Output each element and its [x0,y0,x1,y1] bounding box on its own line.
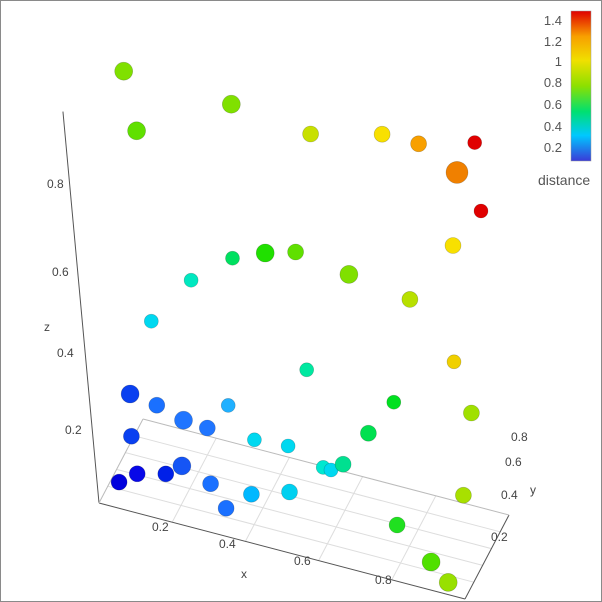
data-point-39[interactable] [128,465,146,483]
data-point-25[interactable] [455,486,472,504]
z-tick-2: 0.4 [57,346,74,360]
z-tick-3: 0.6 [52,265,69,279]
data-point-5[interactable] [444,237,462,254]
data-point-4[interactable] [410,135,427,153]
data-point-7[interactable] [114,61,133,81]
cb-tick-5: 1 [555,54,562,69]
data-point-34[interactable] [281,483,298,501]
axis-planes [99,419,509,599]
data-point-27[interactable] [183,272,199,288]
cb-tick-7: 1.4 [544,13,562,28]
floor-grid-x-1 [244,457,290,542]
y-axis-line [464,514,510,600]
cb-tick-2: 0.4 [544,119,562,134]
data-point-38[interactable] [202,475,219,493]
data-point-9[interactable] [222,94,241,114]
data-point-11[interactable] [299,362,315,378]
data-point-42[interactable] [421,552,441,572]
data-point-3[interactable] [373,125,391,143]
data-point-44[interactable] [438,573,458,592]
tick-labels: 0.2 0.4 0.6 0.8 0.2 0.4 0.6 0.8 0.2 0.4 … [44,177,536,587]
y-tick-4: 0.8 [511,430,528,444]
floor-grid-y-3 [134,435,501,533]
data-point-13[interactable] [339,265,359,284]
data-point-20[interactable] [225,250,240,266]
data-point-36[interactable] [388,516,406,534]
colorbar-title: distance [538,172,590,188]
data-point-43[interactable] [110,473,128,491]
data-point-32[interactable] [144,313,159,329]
data-point-2[interactable] [302,125,319,143]
y-tick-1: 0.2 [491,530,508,544]
y-tick-3: 0.6 [505,455,522,469]
x-tick-2: 0.4 [219,537,236,551]
floor-grid-x-0 [171,437,217,523]
floor-plane [99,419,509,599]
data-point-16[interactable] [386,394,402,410]
colorbar-gradient [570,10,592,162]
data-point-0[interactable] [467,135,483,150]
x-tick-4: 0.8 [375,573,392,587]
data-point-19[interactable] [220,398,236,413]
y-axis-label: y [530,483,536,497]
data-point-1[interactable] [473,203,489,219]
data-point-12[interactable] [463,404,480,422]
x-tick-3: 0.6 [294,554,311,568]
data-point-22[interactable] [255,243,275,263]
data-point-8[interactable] [446,354,462,370]
data-point-35[interactable] [243,485,260,503]
cb-tick-3: 0.6 [544,97,562,112]
data-point-6[interactable] [445,161,469,184]
floor-grid-y-1 [116,468,483,566]
data-point-33[interactable] [334,455,352,473]
z-tick-4: 0.8 [47,177,64,191]
z-axis-line [62,111,100,504]
data-point-24[interactable] [360,424,377,442]
data-point-41[interactable] [217,499,235,517]
data-point-23[interactable] [199,419,216,437]
y-tick-2: 0.4 [501,488,518,502]
data-point-10[interactable] [401,291,419,308]
data-point-37[interactable] [172,456,192,476]
data-point-26[interactable] [120,384,140,404]
cb-tick-6: 1.2 [544,34,562,49]
z-axis-label: z [44,320,50,334]
data-point-18[interactable] [148,396,166,414]
data-point-40[interactable] [157,465,175,483]
cb-tick-1: 0.2 [544,140,562,155]
data-point-17[interactable] [280,438,296,454]
data-point-30[interactable] [174,410,193,430]
floor-grid-y-0 [107,485,474,583]
x-axis-label: x [241,567,247,581]
data-point-15[interactable] [247,432,262,448]
data-points[interactable] [110,61,489,592]
data-point-29[interactable] [123,427,140,445]
z-tick-1: 0.2 [65,423,82,437]
floor-grid-x-3 [391,495,437,581]
data-point-14[interactable] [127,121,146,141]
cb-tick-4: 0.8 [544,75,562,90]
floor-grid-x-2 [318,476,364,561]
data-point-28[interactable] [287,243,304,261]
x-tick-1: 0.2 [152,520,169,534]
x-axis-line [98,502,466,600]
